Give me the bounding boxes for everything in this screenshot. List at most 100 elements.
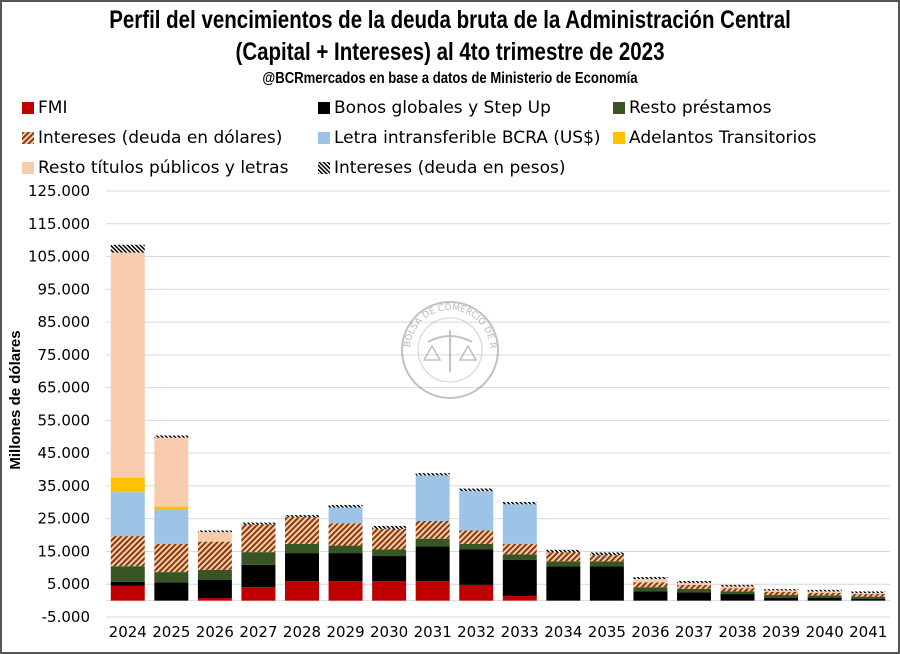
x-tick-label: 2024	[109, 623, 147, 641]
bar-segment-bonos-globales-y-step-up-2040	[807, 597, 842, 601]
bar-stack-2031	[415, 473, 450, 601]
bar-segment-fmi-2033	[502, 596, 537, 601]
y-tick-label: 55.000	[38, 411, 91, 429]
bar-segment-resto-t-tulos-p-blicos-y-letras-2036	[633, 578, 668, 583]
x-tick-label: 2030	[370, 623, 408, 641]
bar-segment-intereses-deuda-en-pesos--2027	[241, 522, 276, 525]
bar-segment-letra-intransferible-bcra-us--2033	[502, 504, 537, 544]
bar-segment-resto-pr-stamos-2040	[807, 595, 842, 598]
bar-segment-letra-intransferible-bcra-us--2032	[459, 491, 494, 531]
legend-label: FMI	[38, 98, 68, 118]
y-tick-label: 75.000	[38, 346, 91, 364]
bar-segment-bonos-globales-y-step-up-2029	[328, 553, 363, 582]
y-tick-label: 35.000	[38, 477, 91, 495]
bar-segment-resto-pr-stamos-2025	[154, 572, 189, 583]
bar-segment-bonos-globales-y-step-up-2041	[851, 598, 886, 601]
legend: FMI Bonos globales y Step Up Resto prést…	[0, 95, 900, 185]
x-tick-label: 2036	[631, 623, 669, 641]
x-tick-label: 2025	[152, 623, 190, 641]
y-tick-label: 25.000	[38, 510, 91, 528]
y-tick-label: -5.000	[42, 608, 90, 626]
bar-segment-intereses-deuda-en-d-lares--2034	[546, 552, 581, 562]
x-tick-label: 2033	[501, 623, 539, 641]
bar-stack-2026	[197, 530, 232, 601]
bar-segment-intereses-deuda-en-pesos--2035	[589, 552, 624, 556]
bar-segment-bonos-globales-y-step-up-2031	[415, 546, 450, 582]
bar-segment-bonos-globales-y-step-up-2033	[502, 559, 537, 597]
x-tick-label: 2034	[544, 623, 582, 641]
legend-swatch-letra	[318, 132, 330, 144]
bar-segment-resto-pr-stamos-2033	[502, 554, 537, 560]
bar-segment-letra-intransferible-bcra-us--2031	[415, 475, 450, 521]
x-tick-label: 2028	[283, 623, 321, 641]
bar-segment-bonos-globales-y-step-up-2030	[372, 556, 407, 582]
bar-segment-letra-intransferible-bcra-us--2024	[110, 492, 145, 537]
legend-label: Intereses (deuda en pesos)	[334, 158, 566, 178]
bar-stack-2034	[546, 549, 581, 601]
bar-segment-intereses-deuda-en-d-lares--2028	[285, 517, 319, 544]
x-tick-label: 2029	[326, 623, 364, 641]
bar-segment-bonos-globales-y-step-up-2025	[154, 582, 189, 601]
bar-segment-intereses-deuda-en-pesos--2041	[851, 591, 886, 594]
legend-item-fmi: FMI	[22, 98, 67, 118]
bar-segment-intereses-deuda-en-d-lares--2035	[589, 555, 624, 562]
bar-segment-intereses-deuda-en-d-lares--2037	[677, 584, 711, 589]
bar-segment-intereses-deuda-en-pesos--2030	[372, 525, 407, 529]
y-tick-label: 45.000	[38, 444, 91, 462]
bar-segment-intereses-deuda-en-d-lares--2027	[241, 524, 276, 553]
bar-segment-resto-t-tulos-p-blicos-y-letras-2040	[807, 591, 842, 593]
x-axis-ticks: 2024 2025 2026 2027 2028 2029 2030 2031 2032 2033…	[109, 623, 888, 641]
bar-segment-bonos-globales-y-step-up-2036	[633, 591, 668, 601]
x-tick-label: 2037	[675, 623, 713, 641]
bar-segment-intereses-deuda-en-d-lares--2036	[633, 582, 668, 588]
bar-segment-intereses-deuda-en-d-lares--2032	[459, 530, 494, 544]
bar-segment-intereses-deuda-en-d-lares--2033	[502, 543, 537, 555]
bar-segment-resto-pr-stamos-2024	[110, 566, 145, 582]
bar-segment-intereses-deuda-en-d-lares--2024	[110, 536, 145, 567]
y-tick-label: 85.000	[38, 313, 91, 331]
bar-segment-bonos-globales-y-step-up-2035	[589, 566, 624, 601]
bar-stack-2032	[459, 488, 494, 601]
bar-segment-resto-pr-stamos-2032	[459, 543, 494, 550]
legend-swatch-int-usd	[22, 132, 34, 144]
bar-segment-resto-pr-stamos-2036	[633, 587, 668, 592]
bar-segment-adelantos-transitorios-2024	[110, 477, 145, 493]
y-tick-label: 95.000	[38, 280, 91, 298]
y-axis-label: Millones de dólares	[7, 330, 24, 469]
bar-segment-intereses-deuda-en-pesos--2037	[677, 580, 711, 583]
bar-segment-intereses-deuda-en-d-lares--2041	[851, 594, 886, 597]
bar-segment-intereses-deuda-en-pesos--2036	[633, 577, 668, 579]
bar-stack-2041	[851, 591, 886, 601]
bar-segment-resto-t-tulos-p-blicos-y-letras-2038	[720, 586, 755, 589]
legend-swatch-fmi	[22, 102, 34, 114]
bar-stack-2039	[764, 589, 799, 601]
bar-segment-resto-pr-stamos-2037	[677, 588, 711, 593]
legend-item-int-usd: Intereses (deuda en dólares)	[22, 128, 282, 148]
bar-segment-fmi-2029	[328, 581, 363, 601]
y-tick-label: 125.000	[28, 182, 90, 200]
bar-segment-fmi-2026	[197, 597, 232, 601]
bar-stack-2038	[720, 584, 755, 601]
bar-segment-intereses-deuda-en-pesos--2025	[154, 435, 189, 438]
legend-swatch-bonos	[318, 102, 330, 114]
legend-swatch-titulos	[22, 162, 34, 174]
bar-segment-resto-t-tulos-p-blicos-y-letras-2041	[851, 593, 886, 595]
bar-segment-bonos-globales-y-step-up-2028	[285, 553, 319, 582]
bar-stack-2025	[154, 435, 189, 601]
x-tick-label: 2039	[762, 623, 800, 641]
legend-label: Letra intransferible BCRA (US$)	[334, 128, 601, 148]
bar-segment-resto-t-tulos-p-blicos-y-letras-2025	[154, 437, 189, 507]
chart-subtitle: (Capital + Intereses) al 4to trimestre d…	[235, 38, 665, 66]
bar-segment-bonos-globales-y-step-up-2037	[677, 592, 711, 601]
bar-segment-resto-pr-stamos-2038	[720, 591, 755, 595]
legend-label: Intereses (deuda en dólares)	[38, 128, 283, 148]
legend-label: Bonos globales y Step Up	[334, 98, 551, 118]
bar-segment-intereses-deuda-en-pesos--2040	[807, 589, 842, 592]
bar-segment-letra-intransferible-bcra-us--2029	[328, 507, 363, 524]
legend-item-letra: Letra intransferible BCRA (US$)	[318, 128, 601, 148]
bar-segment-intereses-deuda-en-pesos--2024	[110, 244, 145, 253]
x-tick-label: 2027	[239, 623, 277, 641]
legend-label: Resto préstamos	[629, 98, 772, 118]
legend-label: Resto títulos públicos y letras	[38, 158, 289, 178]
